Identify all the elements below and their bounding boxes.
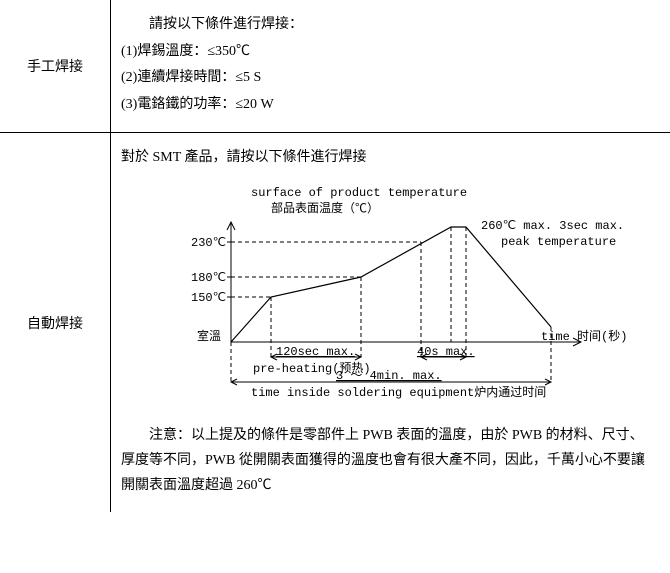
reflow-svg: surface of product temperature 部品表面温度（℃）… <box>121 182 631 412</box>
row1-right-cell: 請按以下條件進行焊接： (1)焊錫溫度：≤350℃ (2)連續焊接時間：≤5 S… <box>111 0 670 132</box>
row1-line-1: (1)焊錫溫度：≤350℃ <box>121 39 656 66</box>
xaxis-label: time 时间(秒) <box>541 329 627 344</box>
peak-label2: peak temperature <box>501 235 616 249</box>
row1-line-3: (3)電鉻鐵的功率：≤20 W <box>121 92 656 119</box>
row2-left-cell: 自動焊接 <box>0 133 110 512</box>
row2-right-cell: 對於 SMT 產品，請按以下條件進行焊接 surface of product … <box>111 133 670 512</box>
row1-left-label: 手工焊接 <box>27 56 83 76</box>
total-time: 3 ～ 4min. max. <box>336 369 442 383</box>
total-label: time inside soldering equipment炉内通过时间 <box>251 385 546 400</box>
reflow-chart: surface of product temperature 部品表面温度（℃）… <box>121 182 631 423</box>
yaxis-title1: surface of product temperature <box>251 186 467 200</box>
row2-intro: 對於 SMT 產品，請按以下條件進行焊接 <box>121 145 656 172</box>
row2-note: 注意：以上提及的條件是零部件上 PWB 表面的溫度，由於 PWB 的材料、尺寸、… <box>121 423 656 499</box>
row1-intro: 請按以下條件進行焊接： <box>121 12 656 39</box>
ytick-room: 室溫 <box>197 328 221 344</box>
row2-left-label: 自動焊接 <box>27 313 83 333</box>
spec-table: 手工焊接 請按以下條件進行焊接： (1)焊錫溫度：≤350℃ (2)連續焊接時間… <box>0 0 670 512</box>
ytick-150: 150℃ <box>191 291 226 305</box>
ytick-230: 230℃ <box>191 236 226 250</box>
preheat-time: 120sec max. <box>276 345 355 359</box>
ytick-180: 180℃ <box>191 271 226 285</box>
peak-label1: 260℃ max. 3sec max. <box>481 219 624 233</box>
row1-line-2: (2)連續焊接時間：≤5 S <box>121 65 656 92</box>
yaxis-title2: 部品表面温度（℃） <box>271 200 379 216</box>
peak-time: 40s max. <box>417 345 475 359</box>
row1-left-cell: 手工焊接 <box>0 0 110 132</box>
